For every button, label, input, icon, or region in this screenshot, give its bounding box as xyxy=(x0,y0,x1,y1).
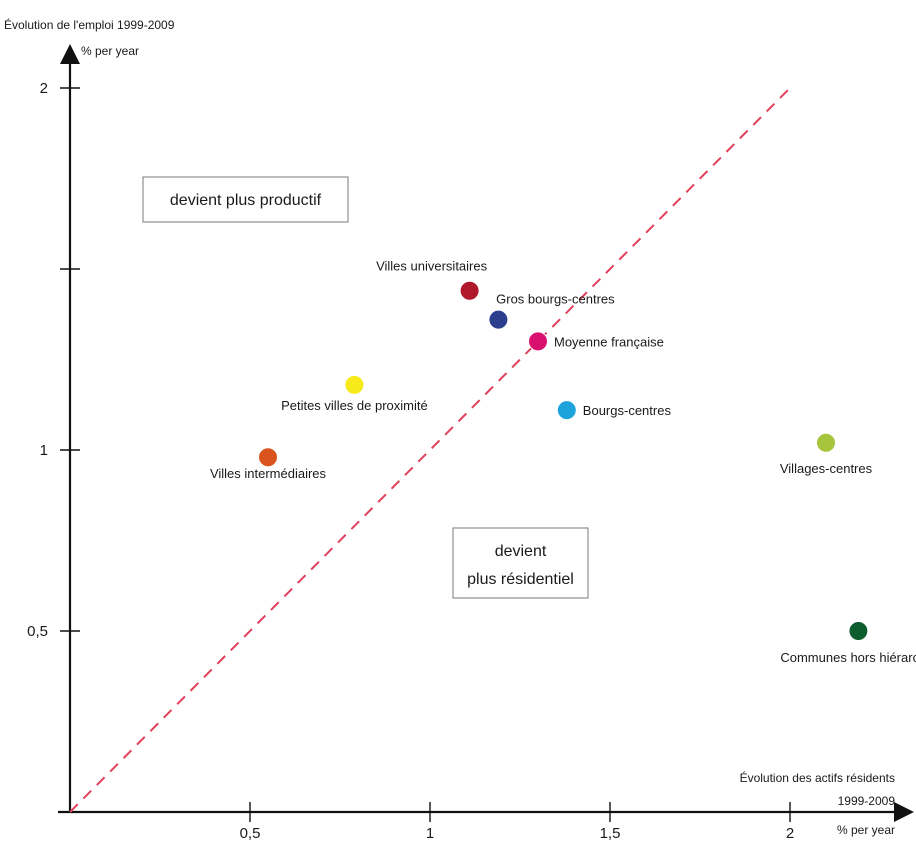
annotation-residential-box xyxy=(452,527,589,599)
y-tick-label-0: 0,5 xyxy=(27,623,48,640)
point-label-5: Villes intermédiaires xyxy=(210,466,327,481)
x-tick-label-0: 0,5 xyxy=(240,825,261,842)
point-4 xyxy=(556,400,577,421)
annotation-residential-line1: devient xyxy=(495,543,547,560)
point-7 xyxy=(848,621,869,641)
point-label-7: Communes hors hiérarchie xyxy=(780,650,916,665)
y-tick-label-3: 2 xyxy=(40,80,48,97)
point-label-1: Gros bourgs-centres xyxy=(496,292,615,307)
point-label-2: Moyenne française xyxy=(554,334,664,349)
x-axis-unit: % per year xyxy=(837,823,895,837)
point-label-4: Bourgs-centres xyxy=(583,403,672,418)
y-axis-arrow xyxy=(60,44,80,64)
x-axis-title-line1: Évolution des actifs résidents xyxy=(740,770,895,785)
point-6 xyxy=(816,432,836,453)
y-tick-label-1: 1 xyxy=(40,442,48,459)
point-2 xyxy=(528,331,548,352)
point-1 xyxy=(488,309,509,330)
x-tick-label-2: 1,5 xyxy=(600,825,621,842)
data-points: Villes universitaires Gros bourgs-centres… xyxy=(210,259,916,665)
x-axis-title-line2: 1999-2009 xyxy=(838,794,896,808)
y-axis-title: Évolution de l'emploi 1999-2009 xyxy=(4,17,175,32)
annotation-residential-line2: plus résidentiel xyxy=(467,571,574,588)
point-5 xyxy=(258,447,278,468)
point-label-3: Petites villes de proximité xyxy=(281,398,428,413)
point-label-0: Villes universitaires xyxy=(376,259,488,274)
axis-ticks: 0,5 1 1,5 2 0,5 1 2 xyxy=(27,80,794,842)
point-label-6: Villages-centres xyxy=(780,461,873,476)
x-tick-label-1: 1 xyxy=(426,825,434,842)
point-3 xyxy=(344,374,365,395)
point-0 xyxy=(459,280,480,301)
x-axis-arrow xyxy=(894,802,914,822)
y-axis-unit: % per year xyxy=(81,44,139,58)
annotation-productive: devient plus productif xyxy=(142,176,349,223)
annotation-productive-text: devient plus productif xyxy=(170,192,322,209)
annotation-residential: devient plus résidentiel xyxy=(452,527,589,599)
annotation-productive-box xyxy=(142,176,349,223)
x-tick-label-3: 2 xyxy=(786,825,794,842)
